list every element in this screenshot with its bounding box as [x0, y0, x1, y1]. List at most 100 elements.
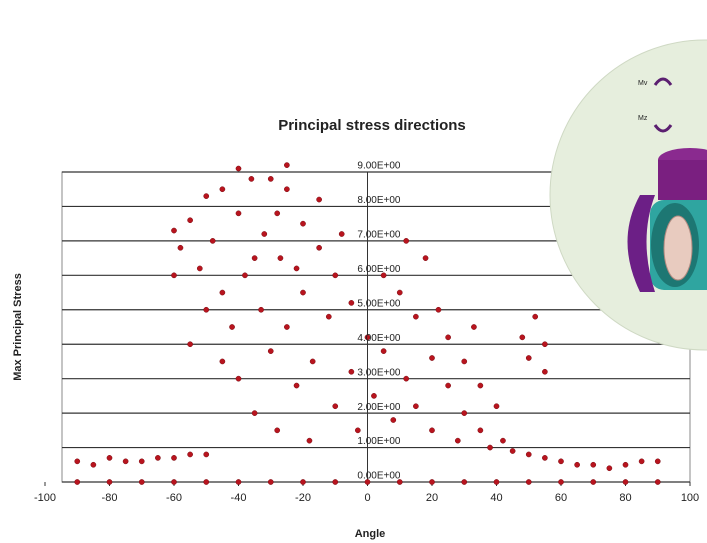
point	[274, 210, 281, 217]
x-axis-title: Angle	[355, 528, 386, 540]
point	[364, 334, 371, 341]
point	[338, 231, 345, 237]
point	[654, 479, 661, 485]
point	[219, 186, 226, 193]
point	[371, 393, 377, 399]
point	[519, 334, 526, 341]
point	[429, 479, 435, 485]
point	[267, 479, 274, 485]
point	[638, 458, 645, 465]
moment-arrow	[653, 77, 673, 86]
flange	[627, 195, 655, 292]
point	[622, 461, 629, 468]
point	[622, 479, 629, 485]
point	[219, 289, 226, 296]
point	[196, 265, 203, 272]
x-tick-label: -20	[295, 492, 311, 504]
point	[235, 210, 242, 217]
point	[532, 313, 539, 320]
point	[203, 306, 210, 313]
point	[525, 479, 532, 485]
point	[477, 382, 484, 389]
point	[487, 444, 493, 451]
point	[267, 176, 274, 182]
point	[187, 341, 193, 348]
point	[309, 358, 316, 365]
point	[461, 479, 468, 485]
point	[251, 255, 258, 261]
point	[122, 458, 129, 465]
point	[325, 313, 332, 320]
y-tick-label: 1.00E+00	[357, 436, 401, 447]
point	[558, 458, 564, 465]
point	[171, 227, 177, 234]
point	[445, 382, 451, 389]
x-tick-label: 100	[681, 492, 699, 504]
point	[306, 437, 313, 444]
point	[403, 238, 410, 244]
point	[429, 427, 435, 434]
point	[293, 265, 300, 272]
point	[396, 289, 403, 296]
point	[171, 479, 177, 485]
y-tick-label: 2.00E+00	[357, 402, 401, 413]
point	[229, 324, 235, 330]
point	[525, 451, 532, 458]
x-tick-label: -40	[231, 492, 247, 504]
point	[558, 479, 564, 485]
point	[177, 244, 184, 251]
point	[429, 355, 435, 361]
point	[267, 348, 274, 354]
point	[590, 461, 597, 468]
point	[654, 458, 661, 465]
point	[293, 382, 300, 389]
moment-arrow	[653, 124, 673, 133]
point	[413, 403, 419, 410]
y-tick-label: 6.00E+00	[357, 264, 401, 275]
point	[422, 255, 429, 261]
point	[461, 410, 468, 416]
point	[354, 427, 361, 434]
point	[235, 375, 242, 382]
chart-title: Principal stress directions	[278, 117, 466, 134]
x-tick-label: 20	[426, 492, 438, 504]
point	[542, 368, 548, 375]
point	[396, 479, 403, 485]
point	[590, 479, 597, 485]
x-tick-label: 80	[619, 492, 631, 504]
inset-label: Mz	[638, 115, 648, 122]
point	[380, 348, 387, 354]
y-axis-title: Max Principal Stress	[12, 273, 24, 381]
x-tick-label: 40	[490, 492, 502, 504]
point	[316, 196, 322, 203]
y-tick-label: 5.00E+00	[357, 298, 401, 309]
point	[348, 368, 355, 375]
point	[248, 176, 255, 182]
y-tick-label: 4.00E+00	[357, 333, 401, 344]
point	[300, 479, 306, 485]
point	[138, 458, 145, 465]
y-tick-label: 8.00E+00	[357, 195, 401, 206]
point	[493, 403, 500, 410]
point	[445, 334, 451, 341]
point	[277, 255, 284, 261]
point	[209, 238, 216, 244]
y-tick-label: 7.00E+00	[357, 230, 401, 241]
point	[542, 455, 548, 461]
point	[454, 437, 461, 444]
point	[471, 324, 477, 330]
y-tick-label: 9.00E+00	[357, 161, 401, 172]
point	[171, 272, 177, 279]
point	[606, 465, 613, 472]
point	[235, 479, 242, 485]
point	[284, 162, 290, 168]
point	[235, 165, 242, 172]
x-tick-label: 60	[555, 492, 567, 504]
point	[461, 358, 468, 365]
point	[261, 231, 268, 237]
point	[219, 358, 226, 365]
point	[332, 403, 339, 410]
point	[274, 427, 281, 434]
x-tick-label: 0	[364, 492, 370, 504]
point	[390, 417, 397, 423]
